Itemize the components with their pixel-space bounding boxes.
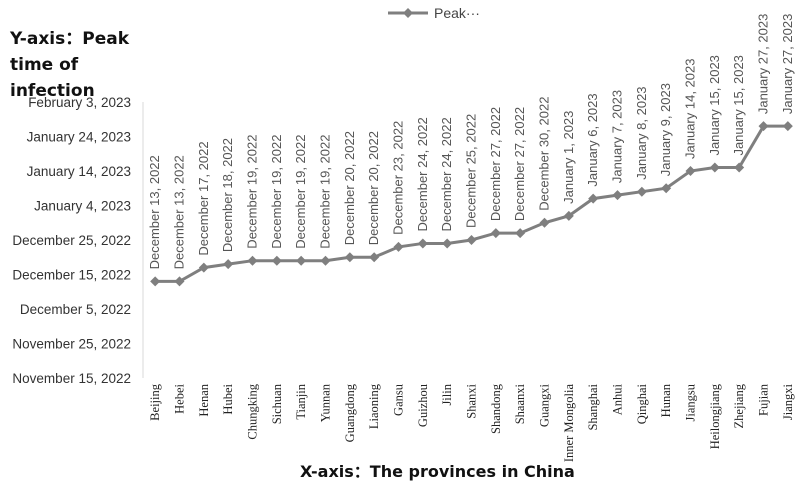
x-tick-label: Heilongjiang <box>708 383 722 449</box>
data-point <box>150 276 161 287</box>
data-point <box>198 262 209 273</box>
x-tick-label: Henan <box>197 383 211 416</box>
x-tick-label: Inner Mongolia <box>562 384 576 463</box>
data-point <box>661 183 672 194</box>
y-tick-label: January 14, 2023 <box>27 164 131 179</box>
data-label: December 27, 2022 <box>512 107 527 221</box>
data-point <box>734 162 745 173</box>
data-label: December 18, 2022 <box>220 138 235 252</box>
data-label: January 15, 2023 <box>707 55 722 155</box>
y-tick-label: November 25, 2022 <box>12 337 131 352</box>
data-point <box>685 166 696 176</box>
x-tick-label: Hunan <box>659 383 673 417</box>
x-tick-label: Jiangsu <box>684 383 698 421</box>
x-tick-label: Anhui <box>611 383 625 415</box>
data-label: December 25, 2022 <box>464 114 479 228</box>
data-label: January 1, 2023 <box>561 111 576 204</box>
data-label: January 7, 2023 <box>610 90 625 183</box>
y-tick-label: November 15, 2022 <box>12 371 131 386</box>
data-label: December 20, 2022 <box>342 131 357 245</box>
x-tick-label: Guangxi <box>538 383 552 427</box>
data-point <box>490 228 501 239</box>
data-point <box>782 121 793 132</box>
data-point <box>539 217 550 228</box>
x-tick-label: Jiangxi <box>781 383 795 420</box>
legend: Peak··· <box>388 5 480 21</box>
data-point <box>223 259 234 270</box>
data-point <box>515 228 526 239</box>
data-label: January 15, 2023 <box>731 55 746 155</box>
data-point <box>466 235 477 245</box>
x-tick-label: Qinghai <box>635 383 649 424</box>
x-tick-label: Jilin <box>440 383 454 405</box>
x-tick-label: Shandong <box>489 383 503 434</box>
data-label: January 9, 2023 <box>658 83 673 176</box>
data-point <box>417 238 428 249</box>
x-tick-label: Shanghai <box>586 383 600 430</box>
legend-label: Peak··· <box>434 5 480 21</box>
y-tick-label: January 4, 2023 <box>34 199 131 214</box>
data-point <box>344 252 355 263</box>
x-tick-label: Liaoning <box>367 383 381 429</box>
x-tick-label: Hubei <box>221 383 235 414</box>
y-axis-title: Y-axis：Peak time of infection <box>10 29 130 101</box>
data-point <box>174 276 185 287</box>
data-point <box>320 255 331 266</box>
x-tick-label: Zhejiang <box>732 383 746 428</box>
data-point <box>758 121 769 132</box>
data-label: December 23, 2022 <box>391 121 406 235</box>
x-axis-title: X-axis：The provinces in China <box>300 462 575 481</box>
data-label: January 27, 2023 <box>780 14 795 114</box>
data-label: December 24, 2022 <box>415 117 430 231</box>
x-tick-label: Beijing <box>148 383 162 421</box>
x-tick-label: Guangdong <box>343 383 357 442</box>
data-label: December 19, 2022 <box>293 135 308 249</box>
data-label: January 8, 2023 <box>634 86 649 179</box>
data-label: December 19, 2022 <box>269 135 284 249</box>
y-tick-label: December 15, 2022 <box>12 268 131 283</box>
data-label: December 20, 2022 <box>366 131 381 245</box>
y-tick-label: December 25, 2022 <box>12 233 131 248</box>
data-label: December 13, 2022 <box>172 155 187 269</box>
data-label: December 30, 2022 <box>537 97 552 211</box>
x-tick-label: Shaanxi <box>513 383 527 424</box>
data-point <box>296 255 307 266</box>
data-label: January 6, 2023 <box>585 93 600 186</box>
data-point <box>369 252 380 263</box>
data-point <box>271 255 282 266</box>
x-tick-label: Gansu <box>392 383 406 416</box>
data-label: January 14, 2023 <box>683 59 698 159</box>
data-point <box>588 193 599 204</box>
data-label: December 19, 2022 <box>245 135 260 249</box>
data-point <box>612 190 623 201</box>
x-tick-label: Shanxi <box>465 383 479 418</box>
data-label: December 19, 2022 <box>318 135 333 249</box>
data-label: December 24, 2022 <box>439 117 454 231</box>
data-label: December 17, 2022 <box>196 141 211 255</box>
x-tick-label: Fujian <box>757 383 771 416</box>
data-point <box>442 238 453 249</box>
y-tick-label: February 3, 2023 <box>28 95 131 110</box>
data-point <box>247 255 258 266</box>
data-label: December 27, 2022 <box>488 107 503 221</box>
x-tick-label: Sichuan <box>270 383 284 424</box>
data-point <box>393 241 404 252</box>
data-label: December 13, 2022 <box>147 155 162 269</box>
y-tick-label: December 5, 2022 <box>20 302 131 317</box>
x-tick-label: Tianjin <box>294 383 308 419</box>
data-point <box>636 186 647 197</box>
legend-line-marker-icon <box>388 8 428 18</box>
data-label: January 27, 2023 <box>756 14 771 114</box>
data-point <box>563 210 574 221</box>
x-tick-label: Chungking <box>246 383 260 439</box>
y-tick-label: January 24, 2023 <box>27 130 131 145</box>
x-tick-label: Yunnan <box>319 383 333 422</box>
x-tick-label: Guizhou <box>416 383 430 427</box>
x-tick-label: Hebei <box>173 383 187 413</box>
data-point <box>709 162 720 173</box>
